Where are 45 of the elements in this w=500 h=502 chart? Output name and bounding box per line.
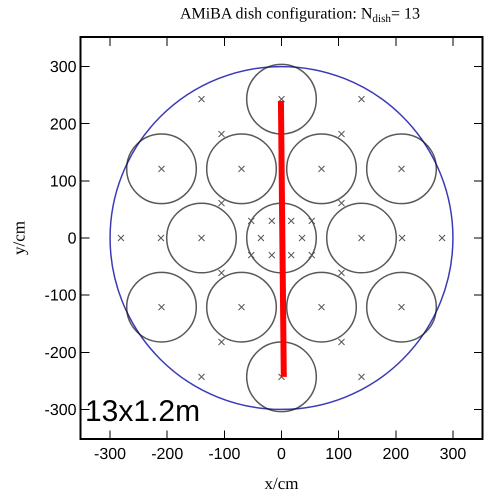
point (318, 304, 325, 311)
point (398, 304, 405, 311)
point (198, 96, 205, 103)
point (338, 269, 345, 276)
annotation: 13x1.2m (85, 395, 200, 428)
point (157, 234, 164, 242)
point (238, 165, 245, 172)
point (338, 338, 345, 346)
point (218, 269, 225, 276)
point (338, 130, 345, 138)
y-tick-label: 300 (50, 59, 77, 76)
point (238, 304, 245, 311)
x-tick-label: -200 (151, 446, 184, 463)
chart-title: AMiBA dish configuration: N$_{dish}$= 13 (180, 6, 420, 26)
x-tick-label: 100 (325, 446, 352, 463)
x-tick-label: -300 (94, 446, 126, 463)
point (358, 96, 365, 103)
point (218, 130, 225, 138)
y-tick-label: 0 (68, 230, 77, 248)
point (218, 338, 225, 346)
y-tick-label: 200 (50, 116, 77, 134)
y-tick-label: -100 (44, 288, 77, 305)
y-tick-label: 100 (50, 173, 77, 190)
point (338, 200, 345, 207)
point (358, 234, 365, 242)
point (398, 165, 405, 172)
point (278, 96, 285, 103)
point (198, 234, 205, 242)
point (358, 373, 365, 380)
point (198, 373, 205, 380)
point (398, 234, 406, 242)
x-tick-label: -100 (208, 446, 240, 463)
point (117, 234, 124, 242)
x-tick-label: 200 (382, 446, 410, 463)
x-tick-label: 0 (277, 446, 286, 463)
point (438, 234, 446, 242)
point (318, 165, 325, 172)
point (218, 200, 225, 207)
y-axis-title: y/cm (10, 221, 29, 255)
y-tick-label: -200 (44, 344, 77, 362)
point (158, 165, 165, 172)
y-tick-label: -300 (44, 402, 77, 420)
x-axis-title: x/cm (264, 474, 298, 493)
point (158, 304, 165, 311)
x-tick-label: 300 (440, 446, 466, 463)
